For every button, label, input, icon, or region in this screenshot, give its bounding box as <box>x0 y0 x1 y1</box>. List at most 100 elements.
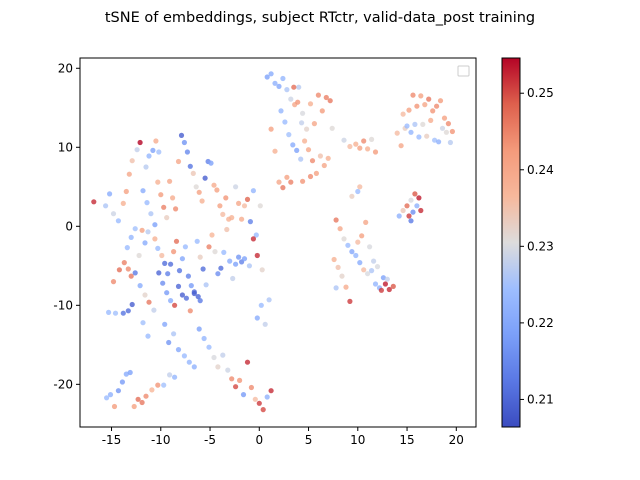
x-tick-label: 10 <box>350 433 365 447</box>
scatter-point <box>129 158 135 164</box>
scatter-point <box>209 232 215 238</box>
scatter-point <box>412 121 418 127</box>
scatter-point <box>365 146 371 152</box>
y-axis: -20 -10 0 10 20 <box>53 61 80 391</box>
scatter-point <box>142 240 148 246</box>
scatter-point <box>233 184 239 190</box>
scatter-point <box>131 403 137 410</box>
scatter-point <box>404 123 410 129</box>
scatter-point <box>221 249 227 255</box>
scatter-point <box>359 233 365 239</box>
x-tick-label: 0 <box>255 433 263 447</box>
scatter-point <box>390 283 396 289</box>
scatter-point <box>223 195 229 201</box>
scatter-point <box>200 266 206 272</box>
scatter-point <box>337 226 343 232</box>
scatter-point <box>149 387 155 393</box>
scatter-point <box>239 216 245 222</box>
scatter-point <box>300 178 306 184</box>
scatter-point <box>250 188 256 194</box>
scatter-point <box>294 147 300 153</box>
scatter-point <box>166 339 172 346</box>
scatter-point <box>319 108 325 114</box>
scatter-point <box>112 310 119 316</box>
scatter-point <box>220 352 226 358</box>
colorbar-tick-label: 0.23 <box>527 239 554 253</box>
scatter-point <box>201 335 207 342</box>
scatter-point <box>211 354 217 361</box>
scatter-point <box>124 245 130 251</box>
scatter-point <box>115 218 121 224</box>
scatter-point <box>372 149 379 155</box>
scatter-point <box>134 147 140 153</box>
scatter-point <box>339 273 345 279</box>
scatter-point <box>146 299 152 305</box>
scatter-point <box>258 302 264 308</box>
scatter-point <box>230 275 236 282</box>
scatter-point <box>181 139 187 146</box>
scatter-point <box>233 261 239 267</box>
scatter-point <box>259 267 265 273</box>
scatter-point <box>262 321 268 327</box>
scatter-point <box>280 185 286 191</box>
scatter-point <box>357 260 363 266</box>
scatter-point <box>193 184 199 190</box>
scatter-point <box>256 400 262 406</box>
scatter-point <box>378 287 384 293</box>
colorbar-tick-label: 0.22 <box>527 316 554 330</box>
scatter-point <box>244 359 251 365</box>
scatter-point <box>260 407 266 413</box>
scatter-point <box>408 129 414 135</box>
scatter-point <box>372 281 379 287</box>
scatter-point <box>178 132 185 138</box>
scatter-point <box>194 238 200 244</box>
scatter-point <box>140 188 146 194</box>
scatter-point <box>367 244 373 250</box>
scatter-point <box>304 126 310 132</box>
scatter-point <box>224 226 230 233</box>
scatter-point <box>191 290 197 297</box>
scatter-point <box>313 170 319 176</box>
scatter-point <box>135 396 141 402</box>
scatter-point <box>123 371 129 377</box>
scatter-point <box>374 264 381 270</box>
scatter-point <box>380 275 386 281</box>
scatter-point <box>264 74 270 80</box>
scatter-point <box>190 170 196 176</box>
scatter-point <box>321 162 327 169</box>
scatter-point <box>406 213 412 219</box>
scatter-point <box>327 98 333 104</box>
scatter-point <box>268 388 274 394</box>
scatter-point <box>173 238 180 244</box>
scatter-point <box>250 236 256 242</box>
scatter-point <box>123 188 129 195</box>
scatter-point <box>404 203 410 209</box>
scatter-point <box>203 282 209 288</box>
scatter-point <box>288 96 294 102</box>
scatter-point <box>111 403 118 410</box>
scatter-point <box>268 71 274 77</box>
scatter-point <box>155 245 161 251</box>
scatter-point <box>144 200 150 206</box>
scatter-point <box>349 249 355 255</box>
scatter-point <box>183 295 189 301</box>
scatter-point <box>218 265 224 271</box>
scatter-point <box>325 155 331 161</box>
scatter-point <box>329 125 335 131</box>
scatter-point <box>155 179 161 185</box>
scatter-point <box>408 197 414 203</box>
scatter-point <box>436 139 442 145</box>
scatter-point <box>132 226 138 232</box>
scatter-point <box>91 199 97 205</box>
scatter-point <box>355 239 361 245</box>
scatter-point <box>237 377 243 383</box>
scatter-point <box>188 283 194 289</box>
scatter-point <box>171 331 177 337</box>
scatter-point <box>136 252 142 259</box>
scatter-point <box>341 137 347 143</box>
scatter-point <box>127 369 133 376</box>
scatter-point <box>128 234 134 240</box>
scatter-point <box>212 249 218 255</box>
scatter-point <box>280 75 286 82</box>
